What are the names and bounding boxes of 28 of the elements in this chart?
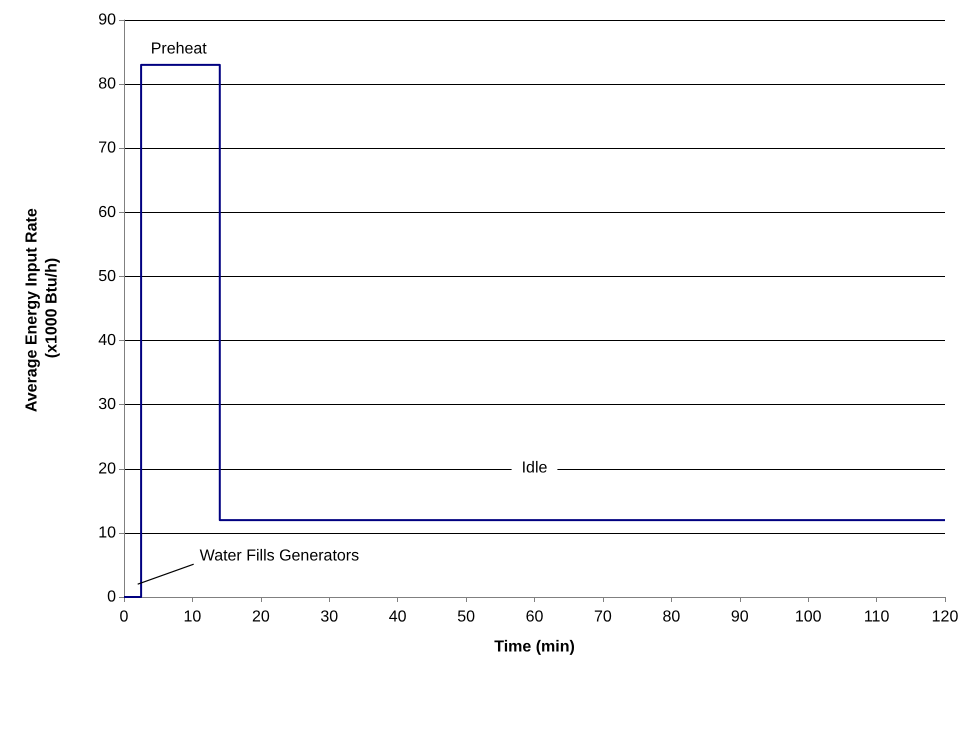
y-tick-label: 80 — [98, 76, 116, 93]
annotation: Idle — [522, 460, 548, 476]
x-tick-label: 0 — [120, 608, 129, 626]
y-tick-label: 60 — [98, 204, 116, 221]
x-tick-label: 30 — [320, 608, 338, 626]
x-tick-label: 60 — [526, 608, 544, 626]
y-tick-label: 50 — [98, 268, 116, 285]
y-tick-label: 30 — [98, 396, 116, 414]
y-tick-label: 90 — [98, 12, 116, 28]
y-tick-label: 40 — [98, 332, 116, 350]
x-tick-label: 10 — [184, 608, 202, 626]
x-axis-title: Time (min) — [494, 638, 575, 656]
x-tick-label: 20 — [252, 608, 270, 626]
y-tick-label: 0 — [107, 588, 116, 606]
x-tick-label: 120 — [932, 608, 958, 626]
x-tick-label: 40 — [388, 608, 407, 626]
y-axis-title: Average Energy Input Rate (x1000 Btu/h) — [24, 204, 60, 412]
x-tick-label: 50 — [457, 608, 476, 626]
annotation: Preheat — [150, 40, 208, 58]
x-tick-label: 80 — [662, 608, 680, 626]
y-tick-label: 10 — [98, 524, 116, 542]
x-tick-label: 70 — [594, 608, 612, 626]
annotation: Water Fills Generators — [200, 548, 360, 565]
x-tick-label: 110 — [864, 608, 890, 626]
x-tick-label: 90 — [730, 608, 749, 626]
y-tick-label: 70 — [98, 140, 116, 157]
x-tick-label: 100 — [794, 608, 822, 626]
y-tick-label: 20 — [98, 460, 116, 478]
